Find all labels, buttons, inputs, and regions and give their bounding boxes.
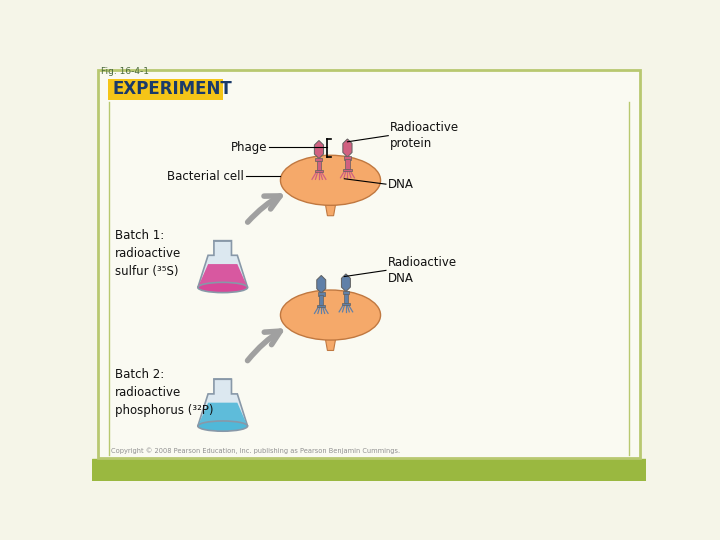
Polygon shape xyxy=(315,140,323,159)
FancyBboxPatch shape xyxy=(108,79,223,100)
Polygon shape xyxy=(317,275,325,293)
Polygon shape xyxy=(198,379,248,426)
Polygon shape xyxy=(343,139,352,157)
Bar xyxy=(344,294,348,303)
Text: Copyright © 2008 Pearson Education, Inc. publishing as Pearson Benjamin Cummings: Copyright © 2008 Pearson Education, Inc.… xyxy=(111,448,400,455)
Polygon shape xyxy=(341,274,351,292)
Bar xyxy=(318,292,325,296)
Polygon shape xyxy=(198,241,248,287)
Text: Batch 2:
radioactive
phosphorus (³²P): Batch 2: radioactive phosphorus (³²P) xyxy=(115,368,213,416)
Bar xyxy=(346,159,349,168)
Ellipse shape xyxy=(198,282,248,293)
Text: Radioactive
DNA: Radioactive DNA xyxy=(387,256,456,285)
Bar xyxy=(343,291,349,294)
Bar xyxy=(317,160,321,170)
Bar xyxy=(319,295,323,305)
Text: Phage: Phage xyxy=(231,141,267,154)
Bar xyxy=(343,168,351,171)
Ellipse shape xyxy=(281,156,381,205)
Polygon shape xyxy=(325,202,336,215)
Polygon shape xyxy=(198,264,248,287)
Bar xyxy=(315,158,323,161)
Text: EXPERIMENT: EXPERIMENT xyxy=(112,80,233,98)
Bar xyxy=(92,459,647,481)
Bar xyxy=(315,170,323,172)
Ellipse shape xyxy=(198,421,248,431)
FancyBboxPatch shape xyxy=(98,70,640,457)
Bar xyxy=(344,156,351,160)
Bar xyxy=(342,303,350,305)
Bar xyxy=(318,305,325,307)
Polygon shape xyxy=(198,403,248,426)
Text: Batch 1:
radioactive
sulfur (³⁵S): Batch 1: radioactive sulfur (³⁵S) xyxy=(115,229,181,278)
Text: Bacterial cell: Bacterial cell xyxy=(167,170,244,183)
Polygon shape xyxy=(325,338,336,350)
Text: DNA: DNA xyxy=(387,178,413,191)
Ellipse shape xyxy=(281,290,381,340)
Text: Fig. 16-4-1: Fig. 16-4-1 xyxy=(101,67,149,76)
Text: Radioactive
protein: Radioactive protein xyxy=(390,121,459,150)
